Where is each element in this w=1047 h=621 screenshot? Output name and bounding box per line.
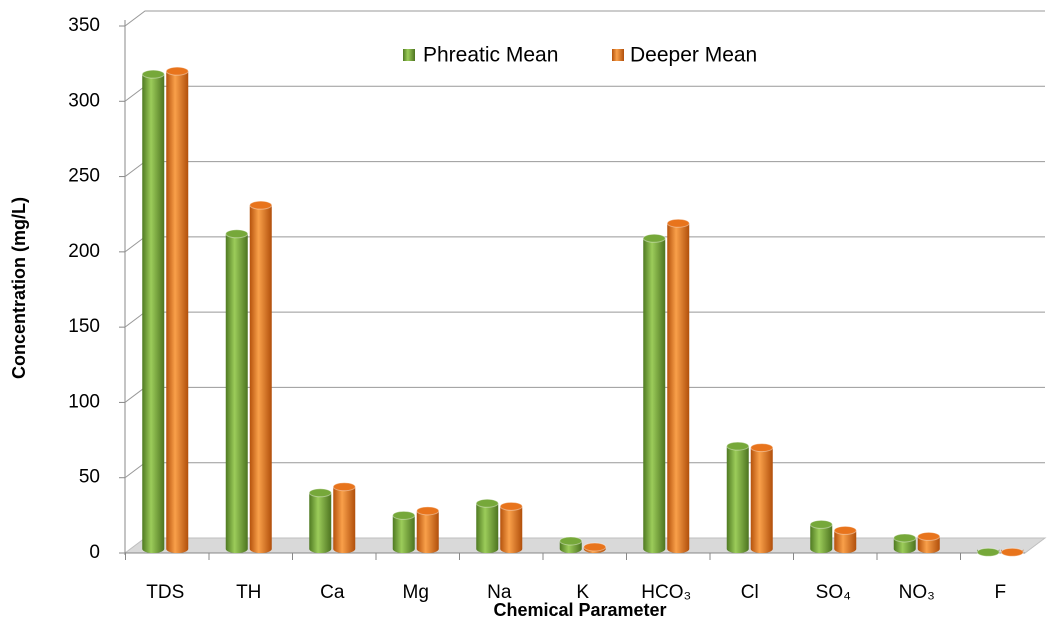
bar-part bbox=[893, 537, 916, 553]
bar-part bbox=[559, 536, 583, 546]
legend-label: Phreatic Mean bbox=[423, 44, 558, 67]
bar bbox=[141, 69, 165, 553]
x-tick-label: Na bbox=[487, 582, 512, 603]
bar-part bbox=[141, 69, 165, 79]
y-tick-label: 250 bbox=[68, 166, 100, 187]
bar bbox=[976, 547, 1000, 557]
bar bbox=[225, 229, 249, 553]
bar bbox=[475, 498, 499, 553]
bar bbox=[917, 531, 941, 553]
bar-part bbox=[333, 486, 356, 553]
legend-swatch bbox=[403, 49, 415, 61]
bar bbox=[726, 441, 750, 553]
y-tick-label: 50 bbox=[79, 467, 100, 488]
x-tick-label: HCO₃ bbox=[641, 582, 691, 603]
bar bbox=[809, 519, 833, 553]
bar-part bbox=[225, 229, 249, 239]
bar-part bbox=[392, 510, 416, 520]
bar-part bbox=[917, 536, 940, 553]
bar bbox=[165, 66, 189, 553]
bar bbox=[392, 510, 416, 553]
bar bbox=[499, 501, 523, 553]
bar bbox=[583, 542, 607, 553]
bar-part bbox=[475, 498, 499, 508]
y-tick-label: 0 bbox=[89, 542, 100, 563]
x-tick-label: F bbox=[994, 582, 1006, 603]
bar-part bbox=[392, 515, 415, 553]
bar-part bbox=[332, 482, 356, 492]
bar-part bbox=[225, 233, 248, 553]
y-tick-label: 200 bbox=[68, 241, 100, 262]
bar bbox=[750, 443, 774, 553]
bar bbox=[308, 488, 332, 553]
bar-part bbox=[643, 238, 666, 553]
bar-part bbox=[416, 510, 439, 553]
bar bbox=[1000, 547, 1024, 557]
bar-part bbox=[476, 503, 499, 553]
x-tick-label: NO₃ bbox=[899, 582, 935, 603]
bar-part bbox=[667, 223, 690, 553]
bar-part bbox=[726, 446, 749, 553]
bar-part bbox=[500, 506, 523, 553]
bar-part bbox=[666, 218, 690, 228]
legend-label: Deeper Mean bbox=[630, 44, 757, 67]
bar-part bbox=[917, 531, 941, 541]
bar-part bbox=[642, 233, 666, 243]
bar-part bbox=[976, 547, 1000, 557]
grid-line bbox=[124, 161, 1045, 177]
bar bbox=[416, 506, 440, 553]
bar bbox=[666, 218, 690, 553]
x-tick-label: TDS bbox=[146, 582, 184, 603]
bar-part bbox=[834, 530, 857, 553]
bar-part bbox=[249, 200, 273, 210]
bar-part bbox=[499, 501, 523, 511]
y-axis-title: Concentration (mg/L) bbox=[9, 197, 29, 379]
bar bbox=[833, 525, 857, 553]
bar bbox=[332, 482, 356, 553]
x-axis-title: Chemical Parameter bbox=[493, 600, 666, 620]
bar-part bbox=[308, 488, 332, 498]
x-tick-label: K bbox=[576, 582, 589, 603]
bar-part bbox=[750, 447, 773, 553]
x-tick-label: Mg bbox=[403, 582, 429, 603]
bar-part bbox=[309, 492, 332, 553]
bar-part bbox=[893, 533, 917, 543]
bar-part bbox=[165, 66, 189, 76]
bar bbox=[893, 533, 917, 553]
x-tick-label: Ca bbox=[320, 582, 345, 603]
bar bbox=[559, 536, 583, 553]
y-tick-label: 150 bbox=[68, 316, 100, 337]
y-tick-label: 100 bbox=[68, 391, 100, 412]
bar bbox=[249, 200, 273, 553]
bar-part bbox=[750, 443, 774, 453]
legend-swatch bbox=[612, 49, 624, 61]
bar-part bbox=[142, 74, 165, 553]
bar-part bbox=[809, 519, 833, 529]
grid-line bbox=[124, 85, 1045, 102]
x-tick-label: TH bbox=[236, 582, 261, 603]
bar-part bbox=[583, 542, 607, 552]
bar bbox=[642, 233, 666, 553]
bar-part bbox=[810, 524, 833, 553]
y-tick-label: 350 bbox=[68, 15, 100, 36]
x-tick-label: SO₄ bbox=[816, 582, 851, 603]
bar-part bbox=[249, 205, 272, 553]
y-tick-label: 300 bbox=[68, 90, 100, 111]
x-tick-label: Cl bbox=[741, 582, 759, 603]
grid-line bbox=[124, 10, 1045, 27]
bar-part bbox=[1000, 547, 1024, 557]
bar-part bbox=[166, 71, 189, 553]
bar-part bbox=[833, 525, 857, 535]
bar-part bbox=[416, 506, 440, 516]
bar-part bbox=[726, 441, 750, 451]
